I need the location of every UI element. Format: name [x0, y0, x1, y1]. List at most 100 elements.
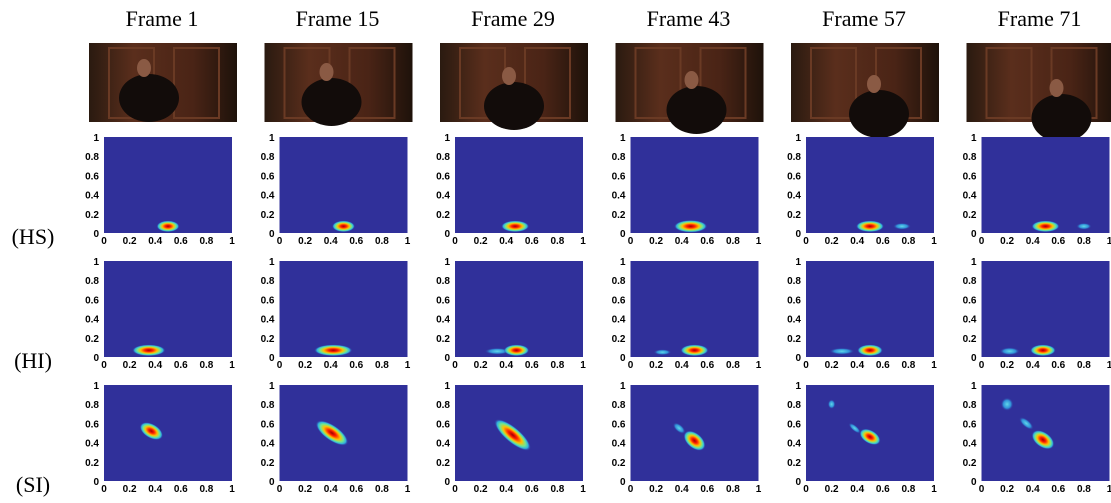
- y-tick-label: 1: [269, 133, 275, 144]
- y-tick-label: 0.4: [963, 439, 977, 450]
- y-tick-label: 0.2: [612, 334, 626, 345]
- y-tick-label: 0.2: [261, 210, 275, 221]
- person-head: [137, 59, 151, 77]
- x-tick-label: 0.4: [499, 236, 513, 247]
- x-tick-label: 0.4: [675, 236, 689, 247]
- y-tick-label: 0.8: [787, 400, 801, 411]
- x-tick-label: 0.2: [1000, 236, 1014, 247]
- x-tick-label: 0: [452, 360, 458, 371]
- x-tick-label: 0: [101, 484, 107, 495]
- y-tick-label: 1: [795, 133, 801, 144]
- y-tick-label: 0.2: [261, 458, 275, 469]
- row-label: (SI): [16, 472, 50, 497]
- density-blob: [828, 399, 836, 409]
- y-tick-label: 0.8: [787, 152, 801, 163]
- x-tick-label: 0: [979, 360, 985, 371]
- y-tick-label: 0: [620, 353, 626, 364]
- y-tick-label: 0: [269, 229, 275, 240]
- x-tick-label: 0.6: [700, 484, 714, 495]
- x-tick-label: 1: [931, 484, 937, 495]
- y-tick-label: 0.4: [963, 191, 977, 202]
- heatmap-background: [280, 261, 408, 357]
- x-tick-label: 0.6: [525, 484, 539, 495]
- y-tick-label: 0.4: [612, 315, 626, 326]
- density-blob: [132, 345, 165, 357]
- x-tick-label: 0.4: [850, 484, 864, 495]
- heatmap-background: [806, 261, 934, 357]
- x-tick-label: 0.2: [1000, 484, 1014, 495]
- x-tick-label: 0.4: [1026, 484, 1040, 495]
- y-tick-label: 1: [269, 257, 275, 268]
- y-tick-label: 0.2: [436, 210, 450, 221]
- x-tick-label: 0.8: [375, 484, 389, 495]
- x-tick-label: 0: [277, 360, 283, 371]
- frame-photo: [616, 43, 764, 134]
- x-tick-label: 0.6: [174, 236, 188, 247]
- x-tick-label: 0: [979, 484, 985, 495]
- y-tick-label: 0.8: [261, 400, 275, 411]
- y-tick-label: 0.6: [963, 419, 977, 430]
- y-tick-label: 1: [620, 257, 626, 268]
- x-tick-label: 0.4: [675, 484, 689, 495]
- x-tick-label: 0.8: [199, 360, 213, 371]
- x-tick-label: 0.8: [199, 484, 213, 495]
- y-tick-label: 0.8: [963, 400, 977, 411]
- x-tick-label: 0.8: [726, 236, 740, 247]
- heatmap: [132, 345, 165, 357]
- frame-photo: [967, 43, 1111, 142]
- y-tick-label: 0: [93, 353, 99, 364]
- y-tick-label: 0.4: [787, 439, 801, 450]
- x-tick-label: 1: [405, 236, 411, 247]
- heatmap-background: [280, 137, 408, 233]
- x-tick-label: 0.4: [675, 360, 689, 371]
- x-tick-label: 1: [405, 484, 411, 495]
- x-tick-label: 0: [628, 236, 634, 247]
- x-tick-label: 0.6: [1051, 236, 1065, 247]
- y-tick-label: 0.6: [436, 171, 450, 182]
- y-tick-label: 1: [444, 257, 450, 268]
- y-tick-label: 0.2: [787, 210, 801, 221]
- y-tick-label: 0.6: [612, 419, 626, 430]
- density-blob: [156, 221, 179, 233]
- person-body: [849, 90, 909, 138]
- x-tick-label: 0.6: [349, 360, 363, 371]
- density-blob: [829, 348, 855, 355]
- density-blob: [1031, 221, 1059, 233]
- y-tick-label: 0: [620, 477, 626, 488]
- person-head: [867, 75, 881, 93]
- y-tick-label: 0.8: [787, 276, 801, 287]
- x-tick-label: 0: [803, 360, 809, 371]
- y-tick-label: 1: [971, 381, 977, 392]
- y-tick-label: 0.2: [787, 334, 801, 345]
- x-tick-label: 1: [1107, 484, 1111, 495]
- y-tick-label: 0.8: [612, 152, 626, 163]
- column-title: Frame 1: [126, 6, 199, 31]
- density-blob: [674, 220, 707, 232]
- y-tick-label: 0.4: [963, 315, 977, 326]
- x-tick-label: 0: [277, 236, 283, 247]
- y-tick-label: 0.8: [436, 152, 450, 163]
- density-blob: [999, 347, 1019, 355]
- y-tick-label: 0.4: [261, 191, 275, 202]
- person-body: [119, 74, 179, 122]
- y-tick-label: 0.2: [436, 334, 450, 345]
- density-blob: [314, 345, 352, 357]
- y-tick-label: 0.4: [85, 315, 99, 326]
- person-body: [484, 82, 544, 130]
- y-tick-label: 0: [269, 477, 275, 488]
- y-tick-label: 0.2: [963, 334, 977, 345]
- x-tick-label: 0: [803, 236, 809, 247]
- y-tick-label: 0.4: [261, 315, 275, 326]
- heatmap: [674, 220, 707, 232]
- y-tick-label: 0.8: [261, 152, 275, 163]
- x-tick-label: 0.2: [649, 360, 663, 371]
- y-tick-label: 0.6: [787, 419, 801, 430]
- column-title: Frame 71: [998, 6, 1082, 31]
- density-blob: [1030, 345, 1056, 357]
- x-tick-label: 0: [277, 484, 283, 495]
- density-blob: [332, 221, 355, 233]
- density-blob: [680, 345, 708, 357]
- x-tick-label: 0.2: [649, 484, 663, 495]
- x-tick-label: 1: [931, 236, 937, 247]
- y-tick-label: 1: [795, 381, 801, 392]
